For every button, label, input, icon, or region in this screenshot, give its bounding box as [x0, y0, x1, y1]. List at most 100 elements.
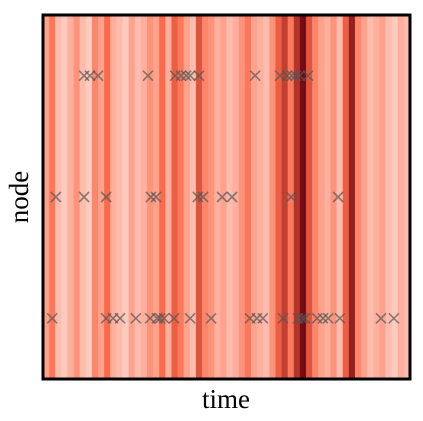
marker: [92, 70, 104, 82]
heat-column: [208, 15, 215, 379]
heat-column: [159, 15, 166, 379]
heat-column: [397, 15, 405, 379]
marker: [114, 312, 126, 324]
heat-column: [232, 15, 240, 379]
marker: [296, 312, 308, 324]
marker: [388, 312, 400, 324]
plot-frame: [41, 13, 412, 381]
marker: [180, 70, 192, 82]
marker: [277, 312, 289, 324]
heat-column: [134, 15, 142, 379]
heat-column: [238, 15, 246, 379]
heat-column: [220, 15, 228, 379]
heat-column: [367, 15, 374, 379]
markers: [46, 70, 400, 324]
heat-column: [269, 15, 277, 379]
heat-column: [49, 15, 56, 379]
heat-column: [275, 15, 283, 379]
heat-column: [336, 15, 344, 379]
heat-column: [263, 15, 270, 379]
heat-column: [330, 15, 338, 379]
marker: [281, 70, 293, 82]
heat-column: [361, 15, 368, 379]
heat-column: [385, 15, 393, 379]
marker: [317, 312, 329, 324]
marker: [290, 70, 302, 82]
marker: [154, 312, 166, 324]
marker: [142, 70, 154, 82]
heat-column: [299, 15, 307, 379]
heat-column: [98, 15, 105, 379]
heat-column: [189, 15, 197, 379]
heat-column: [104, 15, 111, 379]
heat-column: [171, 15, 179, 379]
heat-column: [128, 15, 136, 379]
heat-column: [61, 15, 69, 379]
heat-column: [293, 15, 301, 379]
heat-column: [373, 15, 381, 379]
marker: [84, 70, 96, 82]
marker: [192, 191, 204, 203]
heat-column: [379, 15, 387, 379]
marker: [299, 312, 311, 324]
marker: [158, 312, 170, 324]
heat-column: [177, 15, 185, 379]
heat-column: [195, 15, 203, 379]
heatmap: [43, 15, 411, 379]
heat-column: [43, 15, 50, 379]
heat-column: [116, 15, 124, 379]
marker: [197, 191, 209, 203]
heat-column: [140, 15, 148, 379]
marker: [332, 191, 344, 203]
heat-column: [342, 15, 350, 379]
marker: [50, 191, 62, 203]
heat-column: [85, 15, 93, 379]
y-axis-label: node: [4, 171, 34, 224]
heat-column: [281, 15, 289, 379]
marker: [257, 312, 269, 324]
marker: [150, 191, 162, 203]
heat-column: [122, 15, 130, 379]
heat-column: [354, 15, 362, 379]
marker: [286, 70, 298, 82]
heat-column: [306, 15, 313, 379]
heat-column: [348, 15, 356, 379]
heat-column: [55, 15, 62, 379]
marker: [168, 312, 180, 324]
marker: [205, 312, 217, 324]
heat-column: [183, 15, 191, 379]
marker: [322, 312, 334, 324]
marker: [216, 191, 228, 203]
heat-column: [202, 15, 209, 379]
marker: [285, 191, 297, 203]
heat-column: [318, 15, 325, 379]
marker: [294, 70, 306, 82]
marker: [249, 70, 261, 82]
marker: [130, 312, 142, 324]
marker: [175, 70, 187, 82]
heat-column: [165, 15, 173, 379]
marker: [145, 191, 157, 203]
marker: [193, 70, 205, 82]
heat-column: [391, 15, 399, 379]
heat-column: [214, 15, 221, 379]
marker: [334, 312, 346, 324]
marker: [302, 70, 314, 82]
marker: [226, 191, 238, 203]
heat-column: [250, 15, 258, 379]
heat-column: [257, 15, 264, 379]
heat-column: [91, 15, 99, 379]
heat-column: [324, 15, 332, 379]
heat-column: [312, 15, 319, 379]
marker: [100, 191, 112, 203]
heat-column: [110, 15, 117, 379]
x-axis-label: time: [202, 384, 250, 414]
heat-column: [226, 15, 234, 379]
marker: [184, 312, 196, 324]
heat-column: [403, 15, 411, 379]
marker: [375, 312, 387, 324]
marker: [184, 70, 196, 82]
heat-column: [67, 15, 75, 379]
marker: [78, 191, 90, 203]
